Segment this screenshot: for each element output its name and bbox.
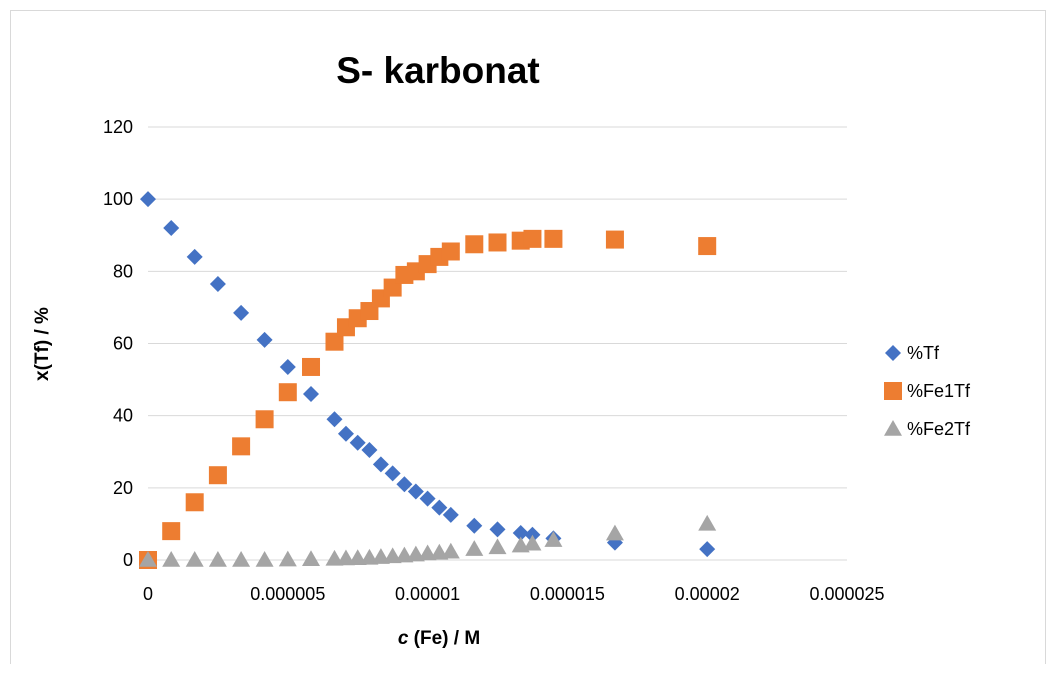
data-point: [233, 304, 250, 321]
data-point: [466, 517, 483, 534]
data-point: [256, 331, 273, 348]
legend-label: %Fe2Tf: [907, 419, 971, 439]
data-point: [523, 229, 542, 248]
data-point: [348, 549, 367, 565]
y-axis-label: x(Tf) / %: [32, 307, 53, 381]
data-point: [185, 493, 204, 512]
legend-marker: [884, 420, 902, 436]
data-point: [278, 550, 297, 567]
scatter-chart: S- karbonat 0 20 40 60 80 100 120 0 0.000005 0.0…: [32, 50, 971, 649]
data-point: [185, 551, 204, 567]
data-point: [698, 514, 717, 531]
data-point: [278, 383, 297, 402]
legend: %Tf %Fe1Tf %Fe2Tf: [884, 343, 971, 439]
grid-lines: [148, 126, 847, 561]
data-point: [442, 506, 459, 523]
x-axis-label-unit: (Fe) / M: [408, 628, 480, 649]
data-point: [232, 437, 251, 456]
data-point: [699, 541, 716, 558]
data-point: [326, 411, 343, 428]
data-point: [384, 465, 401, 482]
data-point: [325, 332, 344, 351]
x-tick-label: 0.00001: [395, 584, 460, 604]
data-point: [441, 242, 460, 261]
data-point: [605, 524, 624, 541]
data-point: [162, 522, 181, 541]
data-point: [303, 386, 320, 403]
legend-label: %Tf: [907, 343, 940, 363]
x-tick-label: 0.000005: [250, 584, 325, 604]
data-point: [302, 357, 321, 376]
data-point: [544, 531, 563, 547]
data-point: [372, 456, 389, 473]
data-point: [208, 466, 227, 485]
x-tick-label: 0.000025: [809, 584, 884, 604]
data-point: [383, 547, 402, 564]
y-tick-label: 60: [113, 334, 133, 354]
y-axis-ticks: 0 20 40 60 80 100 120: [103, 117, 133, 570]
data-point: [255, 551, 274, 567]
data-point: [605, 230, 624, 249]
data-point: [524, 526, 541, 543]
data-point: [489, 521, 506, 538]
legend-marker: [885, 345, 901, 361]
data-point: [349, 434, 366, 451]
y-tick-label: 40: [113, 406, 133, 426]
data-point: [361, 441, 378, 458]
data-point: [336, 549, 355, 566]
series-pct-fe2tf: [139, 514, 717, 567]
data-point: [255, 410, 274, 429]
y-tick-label: 120: [103, 117, 133, 137]
data-point: [465, 235, 484, 254]
x-tick-label: 0.000015: [530, 584, 605, 604]
data-point: [488, 538, 507, 555]
chart-title: S- karbonat: [336, 50, 540, 91]
data-point: [441, 542, 460, 559]
data-point: [162, 551, 181, 567]
y-tick-label: 0: [123, 550, 133, 570]
y-tick-label: 100: [103, 189, 133, 209]
x-tick-label: 0.00002: [675, 584, 740, 604]
legend-marker: [884, 382, 902, 400]
data-point: [512, 524, 529, 541]
data-point: [279, 358, 296, 375]
chart-frame: S- karbonat 0 20 40 60 80 100 120 0 0.000005 0.0…: [10, 10, 1046, 664]
data-point: [232, 551, 251, 567]
data-point: [523, 534, 542, 551]
data-point: [209, 275, 226, 292]
data-point: [163, 220, 180, 237]
data-point: [465, 540, 484, 556]
data-point: [371, 548, 390, 564]
series-pct-tf: [140, 191, 716, 558]
data-point: [186, 248, 203, 265]
x-tick-label: 0: [143, 584, 153, 604]
data-point: [407, 483, 424, 500]
x-axis-label-variable: c: [398, 628, 409, 649]
y-tick-label: 20: [113, 478, 133, 498]
data-point: [431, 499, 448, 516]
series-pct-fe1tf: [139, 229, 717, 569]
data-point: [488, 233, 507, 252]
data-point: [337, 425, 354, 442]
data-point: [419, 490, 436, 507]
data-point: [208, 551, 227, 567]
data-points: [139, 191, 717, 569]
data-point: [140, 191, 156, 208]
data-point: [302, 550, 321, 567]
y-tick-label: 80: [113, 261, 133, 281]
data-point: [325, 549, 344, 566]
data-point: [418, 544, 437, 561]
data-point: [139, 551, 157, 567]
data-point: [396, 476, 413, 493]
x-axis-ticks: 0 0.000005 0.00001 0.000015 0.00002 0.000025: [143, 584, 885, 604]
data-point: [698, 237, 717, 256]
data-point: [544, 229, 563, 248]
x-axis-label: c (Fe) / M: [398, 628, 480, 649]
legend-label: %Fe1Tf: [907, 381, 971, 401]
